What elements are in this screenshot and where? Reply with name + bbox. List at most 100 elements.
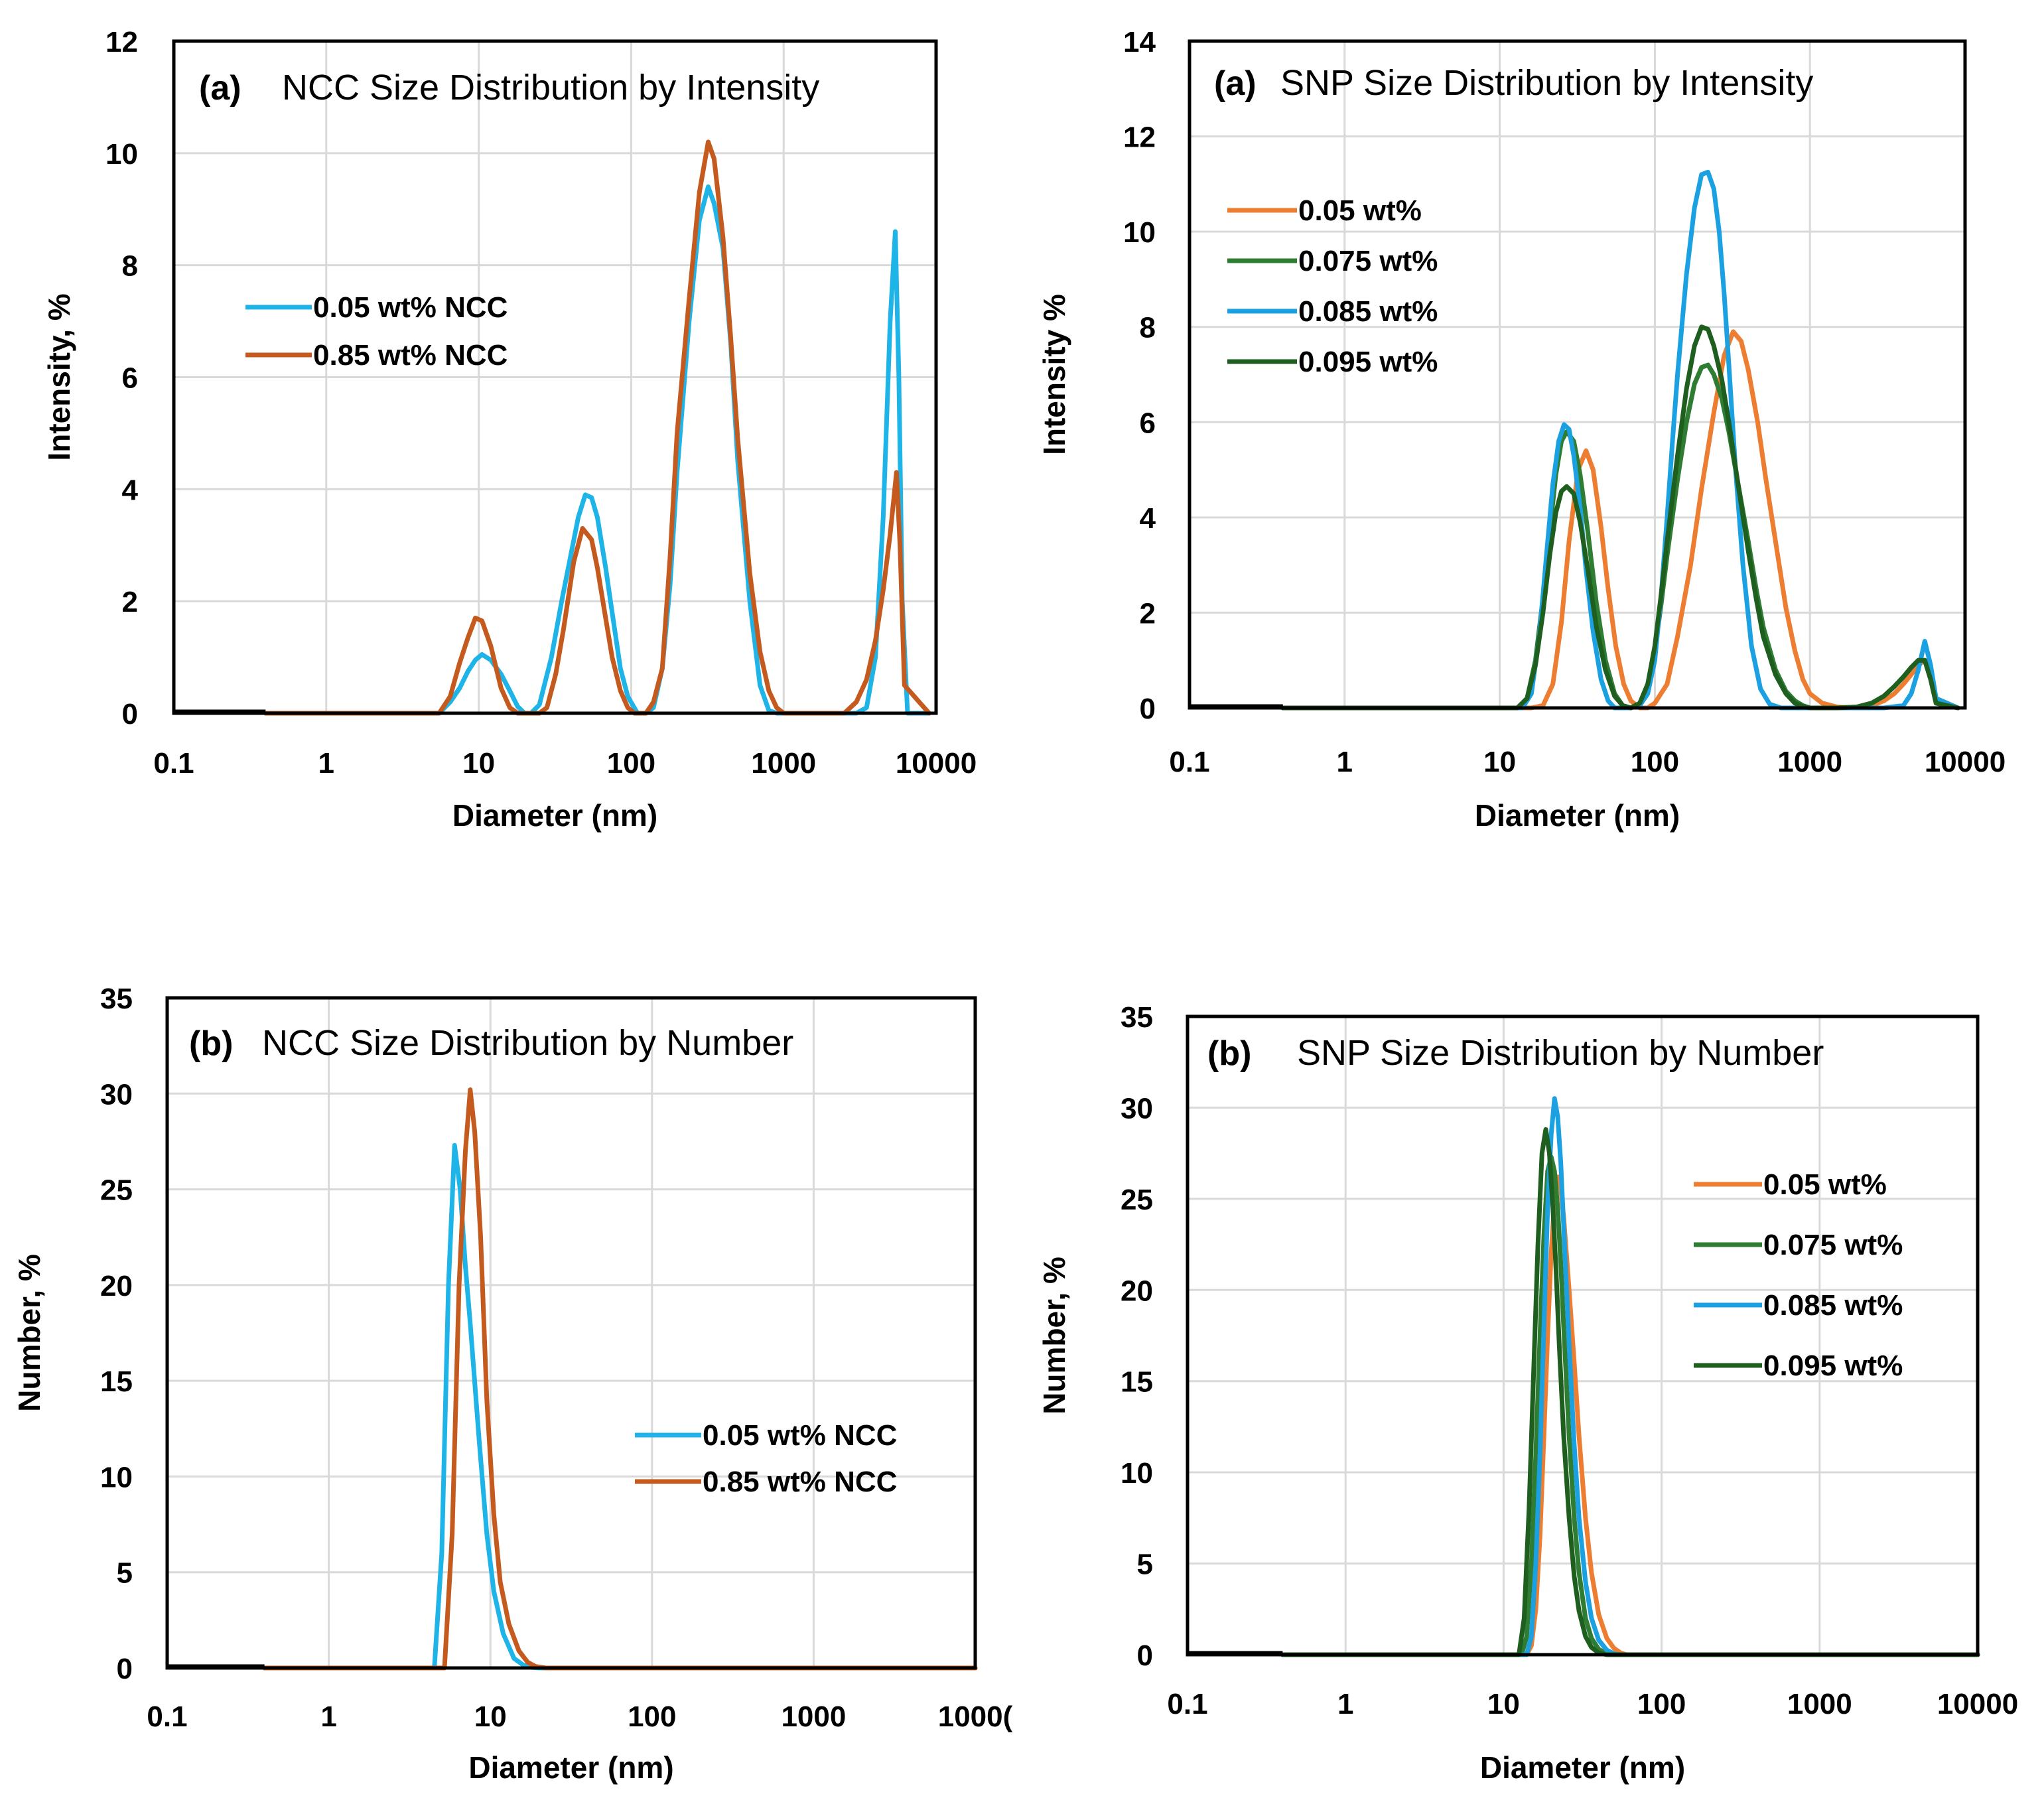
y-tick-label: 25 [1121,1184,1153,1216]
chart-title-tag: (a) [1214,64,1257,103]
legend-label: 0.05 wt% [1298,194,1422,227]
series-line-2 [263,139,931,716]
y-tick-label: 4 [1140,502,1156,535]
y-tick-label: 10 [1123,216,1156,249]
y-tick-label: 30 [1121,1092,1153,1125]
x-tick-label: 1000 [751,747,816,780]
chart-snp-intensity: 0.1 1 10 100 1000 10000 0 2 4 6 8 10 12 14 Diameter (n… [1037,26,2006,833]
series-line-2 [1280,362,1960,711]
chart-title: SNP Size Distribution by Number [1297,1033,1824,1073]
x-tick-label: 1 [1337,746,1353,778]
legend-label: 0.05 wt% NCC [313,291,508,324]
y-tick-label: 20 [100,1270,133,1302]
y-axis-title: Number, % [12,1254,46,1412]
x-tick-label: 10000 [1925,746,2006,778]
chart-title-tag: (b) [1207,1034,1251,1073]
x-tick-label: 1 [318,747,334,780]
chart-title: SNP Size Distribution by Intensity [1280,63,1813,103]
y-tick-label: 10 [105,138,138,171]
legend-label: 0.85 wt% NCC [313,339,508,372]
y-tick-label: 15 [1121,1366,1153,1399]
chart-title: NCC Size Distribution by Intensity [282,68,819,107]
y-tick-label: 5 [1137,1549,1153,1581]
x-tick-label: 0.1 [147,1700,187,1733]
y-tick-label: 4 [122,474,139,506]
x-tick-label: 100 [607,747,655,780]
x-tick-label: 100 [1631,746,1679,778]
legend-label: 0.095 wt% [1763,1349,1903,1382]
plot-frame [165,996,977,1670]
y-tick-label: 2 [122,586,138,618]
legend-label: 0.085 wt% [1763,1289,1903,1322]
series-line-2 [1280,1154,1980,1657]
legend-label: 0.05 wt% [1763,1168,1887,1201]
chart-ncc-number: 0.1 1 10 100 1000 1000(0 5 10 15 20 25 30 35 Diameter… [12,983,1013,1785]
legend-label: 0.095 wt% [1298,346,1438,378]
x-tick-label: 10 [1483,746,1516,778]
chart-title-tag: (b) [189,1024,233,1063]
x-axis-title: Diameter (nm) [1480,1750,1685,1785]
x-tick-label: 10 [1487,1688,1520,1720]
x-tick-label: 0.1 [1169,746,1209,778]
y-tick-label: 12 [1123,121,1156,154]
plot-frame [1186,1014,1980,1657]
y-tick-label: 8 [1140,312,1156,344]
x-tick-label: 1 [320,1700,336,1733]
y-tick-label: 5 [117,1557,133,1590]
x-tick-label: 100 [1637,1688,1686,1720]
y-tick-label: 25 [100,1174,133,1207]
y-tick-label: 0 [117,1653,133,1685]
chart-title: NCC Size Distribution by Number [262,1023,793,1063]
y-tick-label: 10 [1121,1457,1153,1489]
legend-label: 0.85 wt% NCC [703,1466,897,1498]
chart-ncc-intensity: 0.1 1 10 100 1000 10000 0 2 4 6 8 10 12 Diameter (nm)… [42,26,977,833]
y-tick-label: 30 [100,1078,133,1111]
y-tick-label: 35 [1121,1001,1153,1034]
legend: 0.05 wt% NCC 0.85 wt% NCC [245,291,508,372]
x-tick-label: 100 [628,1700,676,1733]
series-line-2 [262,1087,978,1671]
y-tick-label: 0 [122,698,138,730]
y-axis-title: Intensity, % [42,293,76,460]
y-tick-label: 0 [1137,1639,1153,1672]
y-axis-title: Intensity % [1037,294,1071,455]
x-tick-label: 1000( [938,1700,1013,1733]
series-line-3 [1280,1096,1980,1657]
x-axis-title: Diameter (nm) [468,1750,673,1785]
legend-label: 0.085 wt% [1298,295,1438,328]
x-tick-label: 1 [1337,1688,1353,1720]
x-axis-title: Diameter (nm) [452,798,657,833]
x-tick-label: 10000 [1937,1688,2018,1720]
y-tick-label: 8 [122,250,138,283]
y-tick-label: 15 [100,1365,133,1398]
y-tick-label: 12 [105,26,138,58]
y-tick-label: 35 [100,983,133,1015]
y-tick-label: 2 [1140,597,1156,630]
legend-label: 0.05 wt% NCC [703,1419,897,1452]
y-tick-label: 0 [1140,693,1156,725]
x-tick-label: 0.1 [153,747,194,780]
series-line-4 [1280,1127,1980,1657]
x-tick-label: 10 [462,747,495,780]
y-tick-label: 20 [1121,1275,1153,1307]
legend-label: 0.075 wt% [1763,1229,1903,1261]
x-tick-label: 1000 [1787,1688,1852,1720]
legend-label: 0.075 wt% [1298,245,1438,277]
plot-frame [1188,39,1967,710]
y-tick-label: 6 [122,362,138,395]
chart-snp-number: 0.1 1 10 100 1000 10000 0 5 10 15 20 25 30 35 Diameter… [1037,1001,2018,1785]
x-tick-label: 10000 [896,747,977,780]
x-tick-label: 0.1 [1167,1688,1207,1720]
series-line-4 [1280,324,1960,711]
y-tick-label: 6 [1140,407,1156,439]
x-axis-title: Diameter (nm) [1475,798,1680,833]
x-tick-label: 10 [474,1700,507,1733]
y-axis-title: Number, % [1037,1257,1071,1415]
legend: 0.05 wt% 0.075 wt% 0.085 wt% 0.095 wt% [1227,194,1438,378]
legend: 0.05 wt% 0.075 wt% 0.085 wt% 0.095 wt% [1694,1168,1903,1382]
y-tick-label: 10 [100,1461,133,1493]
x-tick-label: 1000 [1777,746,1842,778]
chart-title-tag: (a) [199,69,241,107]
series-line-1 [262,1142,978,1671]
